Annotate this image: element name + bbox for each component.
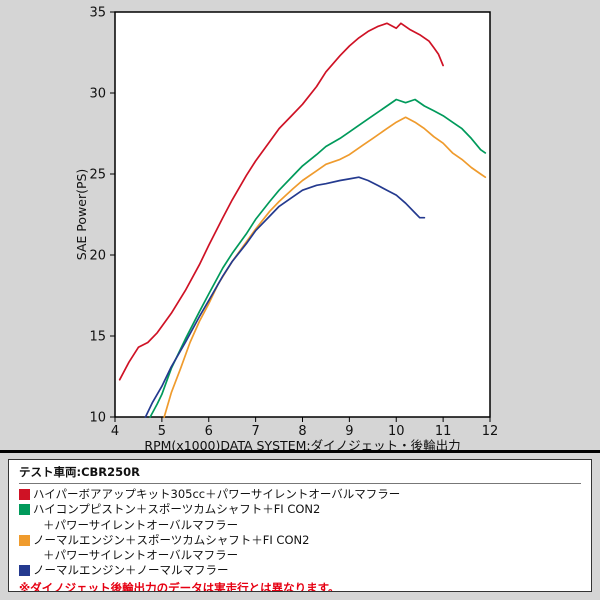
y-tick-label: 35 — [89, 6, 106, 21]
y-tick-label: 15 — [89, 330, 106, 345]
x-tick-label: 12 — [482, 424, 499, 439]
legend-color-swatch — [19, 489, 30, 501]
chart-area: 4 5 6 7 8 9 10 11 12 10 15 20 25 30 35 RPM(x1000)DATA S… — [74, 6, 499, 454]
series-line-0 — [118, 22, 444, 381]
legend-item-label: ノーマルエンジン＋ノーマルマフラー — [33, 563, 229, 578]
y-tick-label: 10 — [89, 411, 106, 426]
legend-item: ノーマルエンジン＋ノーマルマフラー — [19, 563, 581, 578]
series-line-1 — [149, 98, 487, 418]
series-line-3 — [144, 176, 426, 418]
plot-frame — [114, 11, 491, 418]
x-tick-label: 8 — [298, 424, 306, 439]
legend-item-label: ハイコンプピストン＋スポーツカムシャフト＋FI CON2 — [33, 502, 321, 517]
legend-color-swatch — [19, 504, 30, 516]
x-tick-label: 9 — [345, 424, 353, 439]
x-tick-label: 10 — [388, 424, 405, 439]
y-tick-label: 20 — [89, 249, 106, 264]
legend-item: ハイコンプピストン＋スポーツカムシャフト＋FI CON2 — [19, 502, 581, 517]
legend-item: ハイパーボアアップキット305cc＋パワーサイレントオーバルマフラー — [19, 487, 581, 502]
legend-item-continuation: ＋パワーサイレントオーバルマフラー — [19, 548, 581, 563]
divider — [0, 450, 600, 453]
dyno-power-chart: 4 5 6 7 8 9 10 11 12 10 15 20 25 30 35 RPM(x1000)DATA S… — [74, 6, 499, 454]
legend-color-swatch — [19, 565, 30, 577]
legend-box: テスト車両:CBR250R ハイパーボアアップキット305cc＋パワーサイレント… — [8, 459, 592, 592]
legend-item-label: ＋パワーサイレントオーバルマフラー — [43, 547, 239, 562]
legend-item-label: ハイパーボアアップキット305cc＋パワーサイレントオーバルマフラー — [33, 487, 401, 502]
x-axis-label: RPM(x1000)DATA SYSTEM:ダイノジェット・後輪出力 — [144, 438, 460, 450]
legend-color-swatch — [19, 534, 30, 546]
y-tick-label: 25 — [89, 168, 106, 183]
dyno-note: ※ダイノジェット後輪出力のデータは実走行とは異なります。 — [19, 581, 340, 592]
x-tick-label: 11 — [435, 424, 452, 439]
y-tick-label: 30 — [89, 87, 106, 102]
x-tick-label: 7 — [251, 424, 259, 439]
x-tick-label: 6 — [205, 424, 213, 439]
y-axis-label: SAE Power(PS) — [74, 169, 89, 261]
legend-item: ノーマルエンジン＋スポーツカムシャフト＋FI CON2 — [19, 533, 581, 548]
legend-items: ハイパーボアアップキット305cc＋パワーサイレントオーバルマフラー ハイコンプピ… — [19, 487, 581, 578]
series-line-2 — [163, 116, 487, 418]
x-tick-label: 4 — [111, 424, 119, 439]
legend-item-continuation: ＋パワーサイレントオーバルマフラー — [19, 518, 581, 533]
legend-item-label: ノーマルエンジン＋スポーツカムシャフト＋FI CON2 — [33, 532, 310, 547]
legend-item-label: ＋パワーサイレントオーバルマフラー — [43, 517, 239, 532]
x-tick-label: 5 — [158, 424, 166, 439]
test-vehicle-label: テスト車両:CBR250R — [19, 465, 581, 485]
